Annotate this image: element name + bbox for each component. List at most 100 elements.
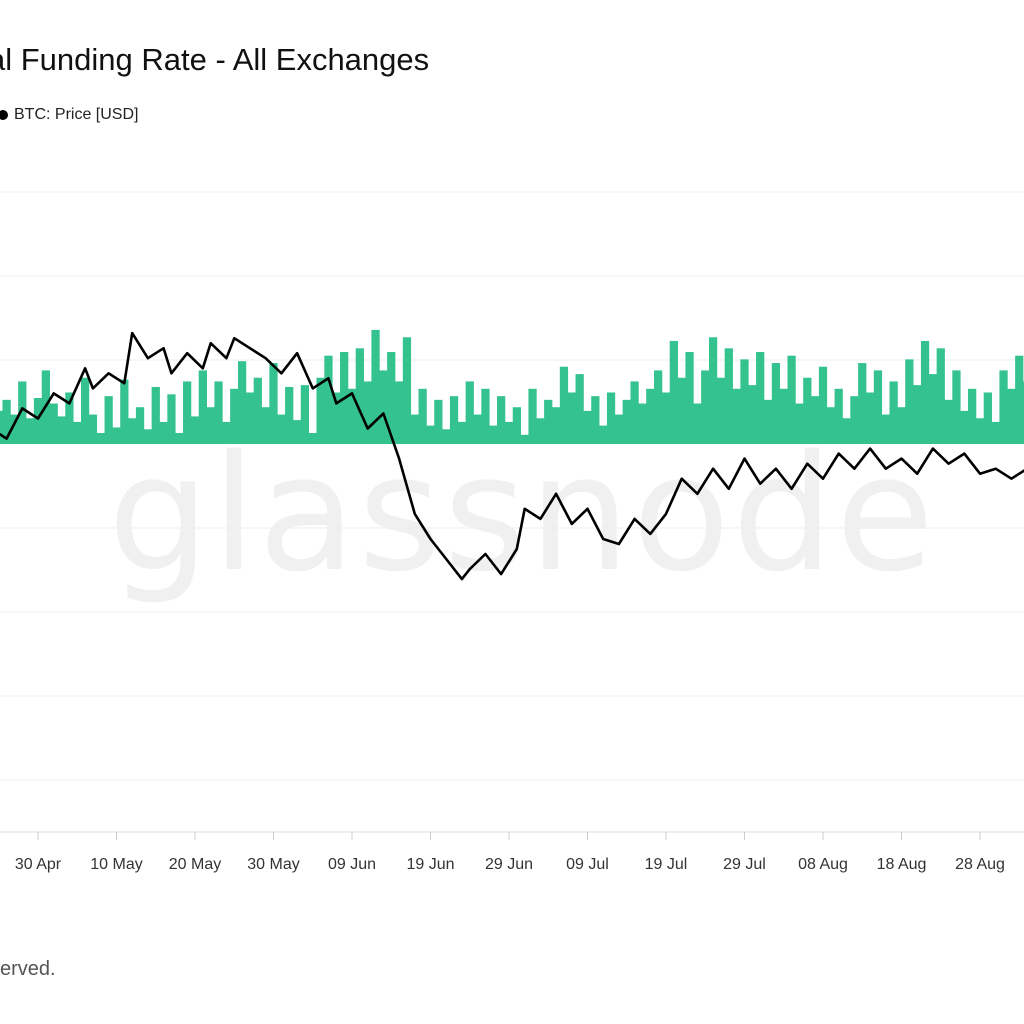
funding-rate-bar[interactable] <box>316 377 325 444</box>
funding-rate-bar[interactable] <box>18 381 27 444</box>
funding-rate-bar[interactable] <box>599 425 608 444</box>
funding-rate-bar[interactable] <box>968 388 977 444</box>
funding-rate-bar[interactable] <box>26 418 35 444</box>
funding-rate-bar[interactable] <box>371 329 380 444</box>
funding-rate-bar[interactable] <box>528 388 537 444</box>
funding-rate-bar[interactable] <box>669 340 678 444</box>
funding-rate-bar[interactable] <box>834 388 843 444</box>
funding-rate-bar[interactable] <box>449 396 459 444</box>
funding-rate-bar[interactable] <box>143 429 153 444</box>
funding-rate-bar[interactable] <box>756 352 765 444</box>
funding-rate-bar[interactable] <box>135 407 145 444</box>
funding-rate-bar[interactable] <box>33 398 43 444</box>
funding-rate-bar[interactable] <box>873 370 883 444</box>
funding-rate-bar[interactable] <box>387 352 396 444</box>
funding-rate-bar[interactable] <box>426 425 435 444</box>
funding-rate-bar[interactable] <box>512 407 521 444</box>
funding-rate-bar[interactable] <box>0 410 3 444</box>
funding-rate-bar[interactable] <box>442 429 451 444</box>
funding-rate-bar[interactable] <box>49 403 58 444</box>
funding-rate-bar[interactable] <box>999 370 1008 444</box>
funding-rate-bar[interactable] <box>740 359 749 444</box>
funding-rate-bar[interactable] <box>811 396 820 444</box>
funding-rate-bar[interactable] <box>222 421 231 444</box>
funding-rate-bar[interactable] <box>905 359 914 444</box>
funding-rate-bar[interactable] <box>1022 381 1024 444</box>
funding-rate-bar[interactable] <box>80 377 90 444</box>
funding-rate-bar[interactable] <box>638 403 647 444</box>
funding-rate-bar[interactable] <box>622 399 631 444</box>
funding-rate-bar[interactable] <box>190 416 200 444</box>
funding-rate-bar[interactable] <box>693 403 702 444</box>
funding-rate-bar[interactable] <box>347 388 357 444</box>
legend[interactable]: BTC: Price [USD] <box>0 106 138 124</box>
funding-rate-bar[interactable] <box>57 416 66 444</box>
funding-rate-bar[interactable] <box>410 414 419 444</box>
funding-rate-bar[interactable] <box>96 432 105 444</box>
funding-rate-bar[interactable] <box>630 381 639 444</box>
funding-rate-bar[interactable] <box>928 374 938 444</box>
funding-rate-bar[interactable] <box>230 388 239 444</box>
funding-rate-bar[interactable] <box>536 418 545 444</box>
funding-rate-bar[interactable] <box>708 337 718 444</box>
funding-rate-bar[interactable] <box>1007 388 1016 444</box>
funding-rate-bar[interactable] <box>983 392 992 444</box>
funding-rate-bar[interactable] <box>308 432 317 444</box>
funding-rate-bar[interactable] <box>269 363 278 444</box>
funding-rate-bar[interactable] <box>795 403 804 444</box>
funding-rate-bar[interactable] <box>818 366 828 444</box>
funding-rate-bar[interactable] <box>497 396 506 444</box>
funding-rate-bar[interactable] <box>363 381 372 444</box>
funding-rate-bar[interactable] <box>936 348 945 444</box>
funding-rate-bar[interactable] <box>858 363 867 444</box>
funding-rate-bar[interactable] <box>206 407 215 444</box>
funding-rate-bar[interactable] <box>277 414 286 444</box>
funding-rate-bar[interactable] <box>245 392 255 444</box>
funding-rate-bar[interactable] <box>591 396 600 444</box>
funding-rate-bar[interactable] <box>402 337 412 444</box>
funding-rate-bar[interactable] <box>324 355 333 444</box>
funding-rate-bar[interactable] <box>88 414 98 444</box>
funding-rate-bar[interactable] <box>661 392 671 444</box>
funding-rate-bar[interactable] <box>520 434 529 444</box>
funding-rate-bar[interactable] <box>920 340 930 444</box>
funding-rate-bar[interactable] <box>975 418 985 444</box>
funding-rate-bar[interactable] <box>732 388 741 444</box>
funding-rate-bar[interactable] <box>913 385 922 444</box>
funding-rate-bar[interactable] <box>952 370 961 444</box>
funding-rate-bar[interactable] <box>379 370 388 444</box>
funding-rate-bar[interactable] <box>567 392 576 444</box>
funding-rate-bar[interactable] <box>285 386 294 444</box>
funding-rate-bar[interactable] <box>724 348 733 444</box>
funding-rate-bar[interactable] <box>253 377 262 444</box>
funding-rate-bar[interactable] <box>214 381 223 444</box>
funding-rate-bar[interactable] <box>716 377 726 444</box>
funding-rate-bar[interactable] <box>394 381 404 444</box>
funding-rate-bar[interactable] <box>481 388 490 444</box>
funding-rate-bar[interactable] <box>1015 355 1024 444</box>
funding-rate-bar[interactable] <box>73 421 82 444</box>
funding-rate-bar[interactable] <box>826 407 835 444</box>
funding-rate-bar[interactable] <box>551 407 561 444</box>
funding-rate-bar[interactable] <box>944 399 953 444</box>
funding-rate-bar[interactable] <box>701 370 710 444</box>
funding-rate-bar[interactable] <box>575 374 584 444</box>
funding-rate-bar[interactable] <box>300 385 310 444</box>
funding-rate-bar[interactable] <box>261 407 270 444</box>
funding-rate-bar[interactable] <box>104 396 113 444</box>
funding-rate-bar[interactable] <box>748 385 757 444</box>
funding-rate-bar[interactable] <box>544 399 553 444</box>
funding-rate-bar[interactable] <box>787 355 796 444</box>
funding-rate-bar[interactable] <box>159 421 168 444</box>
funding-rate-bar[interactable] <box>583 410 592 444</box>
funding-rate-bar[interactable] <box>332 392 341 444</box>
funding-rate-bar[interactable] <box>489 425 498 444</box>
funding-rate-bar[interactable] <box>504 421 514 444</box>
funding-rate-bar[interactable] <box>960 410 969 444</box>
funding-rate-bar[interactable] <box>606 392 616 444</box>
funding-rate-bar[interactable] <box>881 414 890 444</box>
funding-rate-bar[interactable] <box>128 418 137 444</box>
funding-rate-bar[interactable] <box>889 381 898 444</box>
funding-rate-bar[interactable] <box>418 388 427 444</box>
funding-rate-bar[interactable] <box>865 392 875 444</box>
